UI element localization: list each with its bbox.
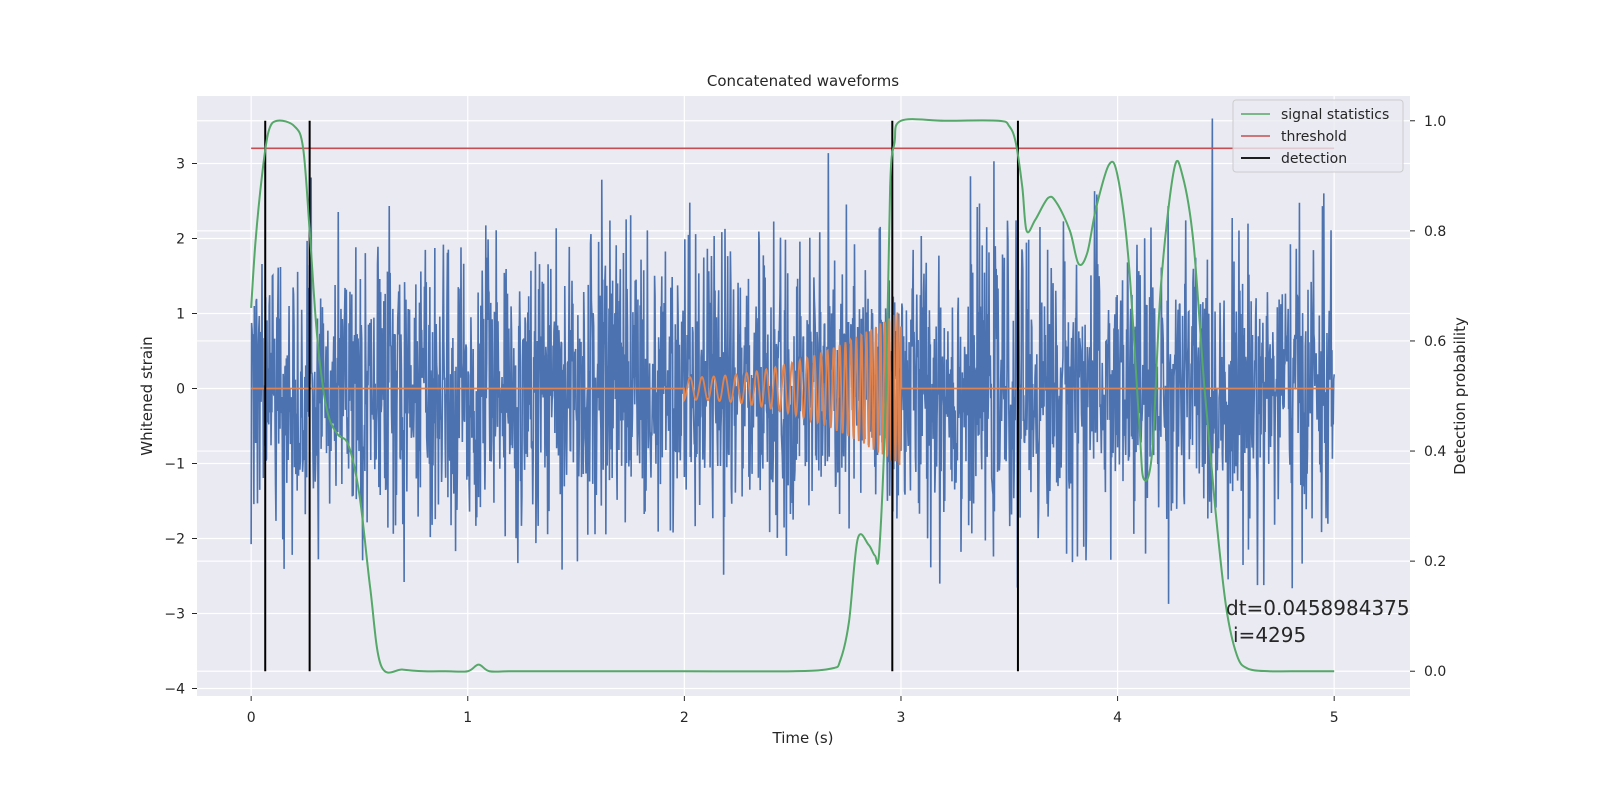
y-tick-label: 2 <box>176 232 185 248</box>
data-layer <box>250 118 1335 674</box>
x-tick-label: 4 <box>1113 710 1122 726</box>
y2-tick-label: 0.6 <box>1424 334 1446 350</box>
legend-frame <box>1232 99 1404 173</box>
y-axis-label: Whitened strain <box>138 336 156 455</box>
y-tick-label: −3 <box>164 607 185 623</box>
y-tick-label: −2 <box>164 532 185 548</box>
signal-statistics-series <box>250 118 1335 674</box>
legend-label-detection: detection <box>1281 151 1347 167</box>
y2-tick-label: 1.0 <box>1424 114 1446 130</box>
y2-axis-label: Detection probability <box>1451 317 1469 475</box>
y-tick-label: 3 <box>176 157 185 173</box>
x-tick-label: 2 <box>680 710 689 726</box>
y2-tick-label: 0.2 <box>1424 554 1446 570</box>
x-tick-label: 0 <box>247 710 256 726</box>
legend: signal statistics threshold detection <box>1232 99 1404 173</box>
legend-label-threshold: threshold <box>1281 129 1347 145</box>
annotation-index: i=4295 <box>1233 623 1306 647</box>
chart-title: Concatenated waveforms <box>707 72 899 90</box>
x-axis-label: Time (s) <box>772 729 834 747</box>
axes: 0 1 2 3 4 5 −4 −3 −2 −1 0 1 2 3 0.0 0.2 0.4 0.6 0.8 1.0 <box>164 114 1446 726</box>
y2-tick-label: 0.0 <box>1424 664 1446 680</box>
y-tick-label: 1 <box>176 307 185 323</box>
y-tick-label: 0 <box>176 382 185 398</box>
x-tick-label: 1 <box>463 710 472 726</box>
legend-label-signal-statistics: signal statistics <box>1281 107 1389 123</box>
y-tick-label: −4 <box>164 682 185 698</box>
y2-tick-label: 0.8 <box>1424 224 1446 240</box>
annotation-dt: dt=0.0458984375 <box>1226 596 1410 620</box>
x-tick-label: 5 <box>1330 710 1339 726</box>
y2-tick-label: 0.4 <box>1424 444 1446 460</box>
template-series <box>251 312 1335 466</box>
x-tick-label: 3 <box>897 710 906 726</box>
strain-series <box>250 118 1335 604</box>
y-tick-label: −1 <box>164 457 185 473</box>
